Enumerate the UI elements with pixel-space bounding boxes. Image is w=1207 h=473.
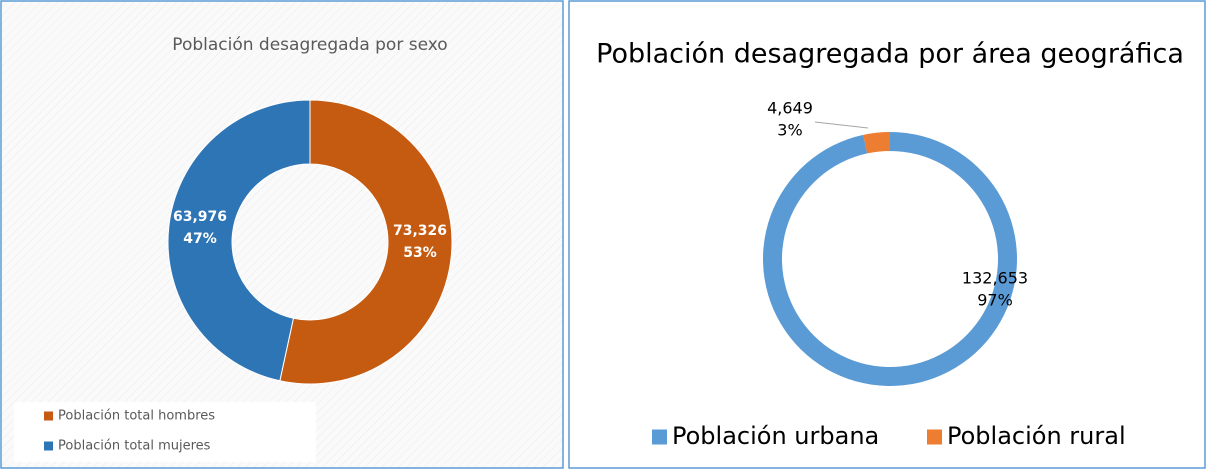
legend-label: Población urbana: [672, 422, 879, 450]
legend-label: Población total mujeres: [58, 439, 211, 454]
percent-label: 53%: [403, 245, 437, 261]
legend-box: [14, 402, 316, 462]
chart-title: Población desagregada por sexo: [172, 35, 447, 55]
donut-slice: [863, 132, 890, 154]
right-panel: [568, 0, 1206, 469]
donut-slice: [167, 99, 311, 382]
legend-swatch: [44, 441, 53, 451]
legend-swatch: [44, 411, 53, 421]
data-label: 4,649: [767, 99, 813, 118]
legend-label: Población total hombres: [58, 409, 215, 424]
donut-slice: [279, 99, 453, 385]
data-label: 132,653: [962, 269, 1028, 288]
legend-label: Población rural: [947, 422, 1126, 450]
percent-label: 3%: [777, 121, 802, 140]
legend-swatch: [927, 429, 942, 445]
percent-label: 47%: [183, 231, 217, 247]
chart-title: Población desagregada por área geográfic…: [596, 39, 1184, 70]
percent-label: 97%: [977, 291, 1013, 310]
left-panel: [0, 0, 564, 469]
data-label: 73,326: [393, 223, 447, 239]
leader-line: [814, 121, 869, 129]
legend-swatch: [652, 429, 667, 445]
data-label: 63,976: [173, 209, 227, 225]
